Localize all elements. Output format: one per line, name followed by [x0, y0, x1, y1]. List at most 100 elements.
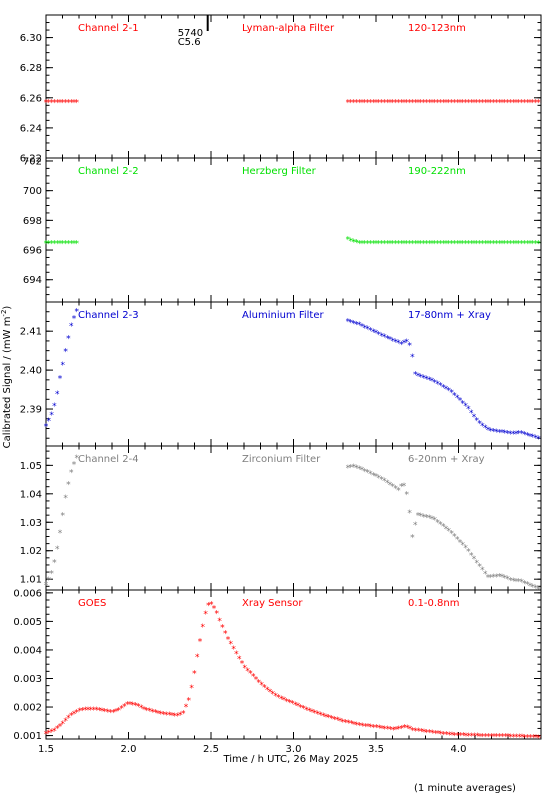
data-point: * — [63, 239, 68, 249]
data-point: * — [145, 706, 150, 716]
data-point: * — [69, 711, 74, 721]
data-point: * — [463, 544, 468, 554]
data-point: * — [449, 239, 454, 249]
panels: 6.22 6.24 6.26 6.28 6.30 Channel 2-1 Lyman-alp… — [13, 14, 542, 755]
data-point: * — [69, 98, 74, 108]
data-point: * — [349, 318, 354, 328]
data-point: * — [497, 98, 502, 108]
data-point: * — [475, 559, 480, 569]
data-point: * — [475, 98, 480, 108]
data-point: * — [402, 482, 407, 492]
data-point: * — [472, 239, 477, 249]
data-series: ****************************************… — [44, 454, 541, 596]
data-point: * — [413, 371, 418, 381]
data-point: * — [58, 239, 63, 249]
data-point: * — [503, 98, 508, 108]
data-point: * — [433, 516, 438, 526]
data-point: * — [467, 732, 472, 742]
data-point: * — [296, 702, 301, 712]
data-point: * — [407, 509, 412, 519]
data-point: * — [377, 724, 382, 734]
data-point: * — [396, 487, 401, 497]
data-point: * — [494, 98, 499, 108]
data-point: * — [536, 435, 541, 445]
data-point: * — [391, 337, 396, 347]
y-tick-label: 1.03 — [20, 518, 42, 529]
data-point: * — [525, 581, 530, 591]
data-point: * — [61, 239, 66, 249]
data-point: * — [450, 731, 455, 741]
data-point: * — [503, 429, 508, 439]
data-point: * — [315, 710, 320, 720]
data-point: * — [534, 734, 539, 744]
data-point: * — [463, 239, 468, 249]
data-point: * — [416, 239, 421, 249]
data-point: * — [452, 239, 457, 249]
data-point: * — [458, 397, 463, 407]
data-point: * — [114, 707, 119, 717]
data-point: * — [47, 729, 52, 739]
data-point: * — [257, 678, 262, 688]
data-point: * — [430, 239, 435, 249]
data-point: * — [343, 719, 348, 729]
data-series: ****************************************… — [44, 98, 541, 108]
data-point: * — [357, 239, 362, 249]
data-point: * — [83, 706, 88, 716]
data-point: * — [399, 239, 404, 249]
filter-label: Aluminium Filter — [242, 310, 325, 321]
data-point: * — [413, 521, 418, 531]
data-point: * — [368, 98, 373, 108]
data-point: * — [427, 239, 432, 249]
data-point: * — [69, 322, 74, 332]
panel-5: 0.001 0.002 0.003 0.004 0.005 0.006 GOES Xray S… — [13, 588, 541, 743]
data-point: * — [223, 630, 228, 640]
data-point: * — [407, 98, 412, 108]
data-point: * — [458, 732, 463, 742]
data-point: * — [377, 98, 382, 108]
data-point: * — [142, 705, 147, 715]
data-point: * — [63, 98, 68, 108]
data-point: * — [360, 98, 365, 108]
data-point: * — [461, 239, 466, 249]
channel-label: GOES — [78, 598, 106, 609]
data-point: * — [528, 582, 533, 592]
data-point: * — [500, 733, 505, 743]
data-point: * — [410, 534, 415, 544]
data-point: * — [421, 98, 426, 108]
y-tick-label: 0.001 — [13, 731, 42, 742]
data-point: * — [522, 98, 527, 108]
panel-frame — [45, 301, 542, 447]
data-point: * — [393, 485, 398, 495]
data-point: * — [243, 664, 248, 674]
y-tick-label: 2.41 — [20, 327, 42, 338]
y-tick-label: 1.02 — [20, 546, 42, 557]
data-point: * — [475, 239, 480, 249]
data-point: * — [491, 239, 496, 249]
data-point: * — [477, 98, 482, 108]
data-point: * — [178, 711, 183, 721]
data-point: * — [97, 707, 102, 717]
data-point: * — [167, 711, 172, 721]
band-label: 17-80nm + Xray — [408, 310, 491, 321]
data-point: * — [533, 434, 538, 444]
data-point: * — [175, 712, 180, 722]
data-point: * — [94, 706, 99, 716]
data-point: * — [195, 653, 200, 663]
data-point: * — [519, 239, 524, 249]
data-point: * — [402, 239, 407, 249]
data-point: * — [279, 695, 284, 705]
data-point: * — [435, 518, 440, 528]
data-point: * — [427, 729, 432, 739]
band-label: 0.1-0.8nm — [408, 598, 460, 609]
data-series: ****************************************… — [44, 601, 542, 744]
data-point: * — [531, 433, 536, 443]
data-point: * — [494, 428, 499, 438]
data-point: * — [427, 98, 432, 108]
data-point: * — [500, 573, 505, 583]
data-point: * — [427, 376, 432, 386]
data-point: * — [483, 239, 488, 249]
y-tick-label: 0.005 — [13, 617, 42, 628]
y-tick-label: 2.39 — [20, 405, 42, 416]
data-point: * — [346, 236, 351, 246]
data-point: * — [49, 728, 54, 738]
